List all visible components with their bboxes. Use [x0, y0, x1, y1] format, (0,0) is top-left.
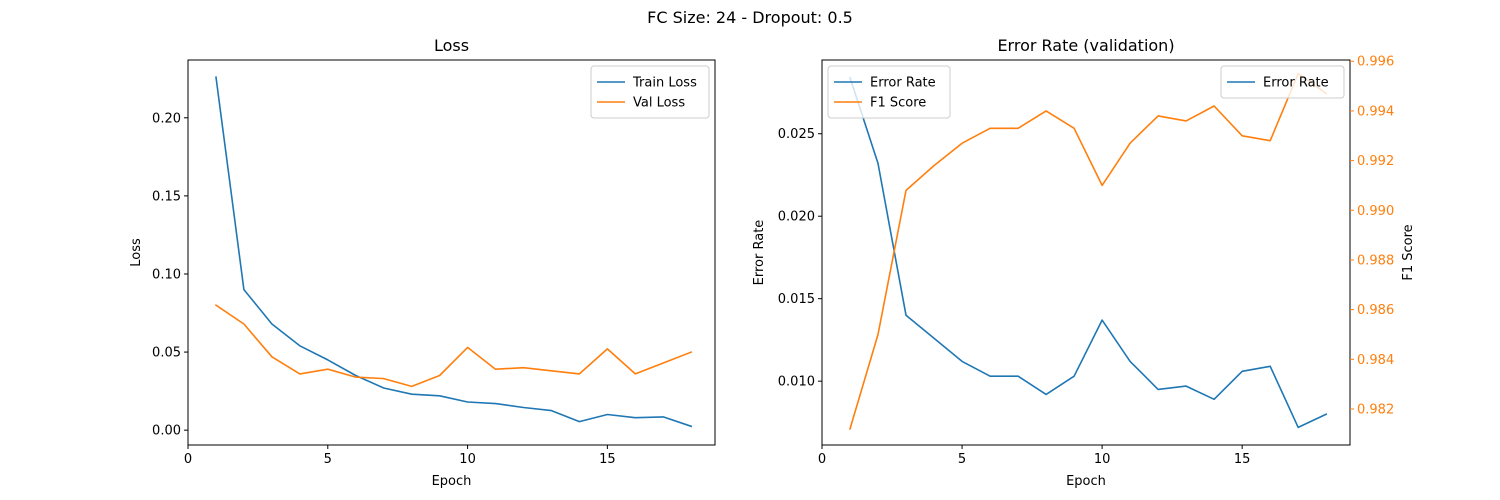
- y-tick-label: 0.010: [778, 375, 815, 390]
- legend-box: [827, 65, 951, 119]
- y-right-tick-label: 0.984: [1357, 353, 1394, 368]
- y-tick-label: 0.025: [778, 127, 815, 142]
- legend-entry: F1 Score: [870, 96, 926, 111]
- y-tick-label: 0.05: [152, 346, 181, 361]
- y-tick-label: 0.10: [152, 267, 181, 282]
- y-right-tick-label: 0.982: [1357, 402, 1394, 417]
- x-tick-label: 10: [1094, 452, 1111, 467]
- y-tick-label: 0.00: [152, 424, 181, 439]
- y-right-tick-label: 0.992: [1357, 154, 1394, 169]
- legend-entry: Val Loss: [633, 96, 685, 111]
- y-tick-label: 0.15: [152, 189, 181, 204]
- figure-title: FC Size: 24 - Dropout: 0.5: [647, 8, 853, 27]
- y-right-tick-label: 0.996: [1357, 55, 1394, 70]
- x-axis-label: Epoch: [432, 474, 472, 489]
- y-right-tick-label: 0.988: [1357, 253, 1394, 268]
- x-tick-label: 15: [599, 452, 616, 467]
- y-tick-label: 0.20: [152, 111, 181, 126]
- chart-title: Error Rate (validation): [997, 36, 1174, 55]
- y-right-tick-label: 0.990: [1357, 204, 1394, 219]
- series-line-f1-score: [849, 72, 1328, 430]
- series-line-train-loss: [215, 76, 693, 428]
- y-tick-label: 0.015: [778, 292, 815, 307]
- x-tick-label: 5: [324, 452, 332, 467]
- plot-frame: [821, 59, 1351, 446]
- x-tick-label: 10: [459, 452, 476, 467]
- legend-entry: Train Loss: [632, 76, 697, 91]
- legend-box: [590, 65, 710, 119]
- y-axis-label: Loss: [129, 238, 144, 267]
- series-line-error-rate: [848, 76, 1328, 429]
- x-tick-label: 15: [1234, 452, 1251, 467]
- x-tick-label: 0: [818, 452, 826, 467]
- y-right-tick-label: 0.994: [1357, 104, 1394, 119]
- x-tick-label: 0: [184, 452, 192, 467]
- y-axis-label: Error Rate: [752, 220, 767, 286]
- plot-frame: [187, 59, 716, 446]
- y-right-tick-label: 0.986: [1357, 303, 1394, 318]
- legend-entry: Error Rate: [1263, 76, 1329, 91]
- series-line-val-loss: [214, 304, 693, 388]
- chart-title: Loss: [434, 36, 469, 55]
- y-tick-label: 0.020: [778, 210, 815, 225]
- y-right-axis-label: F1 Score: [1401, 224, 1416, 280]
- legend-box: [1220, 65, 1345, 99]
- legend-entry: Error Rate: [870, 76, 936, 91]
- x-axis-label: Epoch: [1066, 474, 1106, 489]
- x-tick-label: 5: [958, 452, 966, 467]
